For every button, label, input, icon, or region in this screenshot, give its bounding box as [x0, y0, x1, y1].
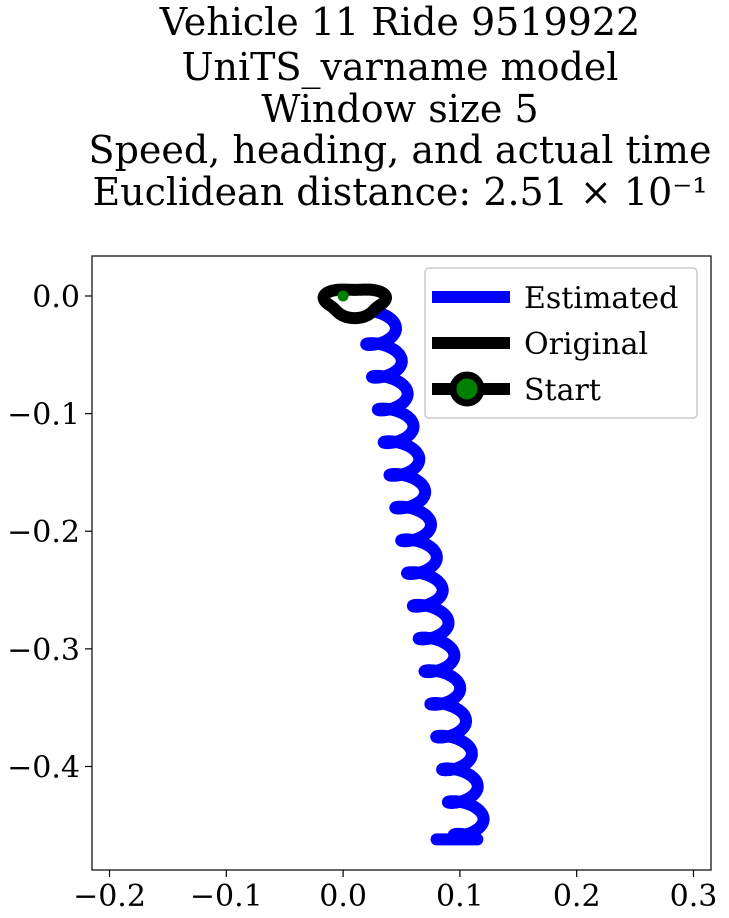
x-tick-label: −0.1 — [190, 879, 263, 914]
y-tick-label: −0.4 — [7, 750, 80, 785]
y-tick-label: 0.0 — [32, 280, 80, 315]
y-tick-label: −0.3 — [7, 633, 80, 668]
legend-label-start: Start — [524, 373, 601, 408]
series-estimated-line — [360, 306, 490, 842]
plot-area — [317, 283, 490, 846]
legend-label-original: Original — [524, 327, 648, 362]
title-line-5: Euclidean distance: 2.51 × 10⁻¹ — [92, 170, 707, 214]
x-tick-label: −0.2 — [73, 879, 146, 914]
legend-start-marker — [449, 371, 485, 407]
chart-title: Vehicle 11 Ride 9519922 UniTS_varname mo… — [89, 0, 712, 214]
y-tick-label: −0.1 — [7, 398, 80, 433]
title-line-1: Vehicle 11 Ride 9519922 — [159, 0, 640, 44]
legend-label-estimated: Estimated — [524, 281, 678, 316]
title-line-3: Window size 5 — [261, 87, 538, 131]
y-tick-label: −0.2 — [7, 515, 80, 550]
series-original-line — [317, 283, 392, 325]
axes: −0.2 −0.1 0.0 0.1 0.2 0.3 0.0 −0.1 −0.2 −0.3 −0.4 — [7, 255, 718, 914]
legend: Estimated Original Start — [424, 267, 698, 419]
title-line-2: UniTS_varname model — [182, 45, 619, 90]
start-marker — [337, 290, 349, 302]
x-tick-label: 0.1 — [436, 879, 484, 914]
x-tick-label: 0.2 — [553, 879, 601, 914]
x-tick-label: 0.0 — [319, 879, 367, 914]
plot-frame — [91, 255, 712, 871]
title-line-4: Speed, heading, and actual time — [89, 128, 712, 172]
legend-box — [424, 267, 698, 419]
x-tick-label: 0.3 — [670, 879, 718, 914]
